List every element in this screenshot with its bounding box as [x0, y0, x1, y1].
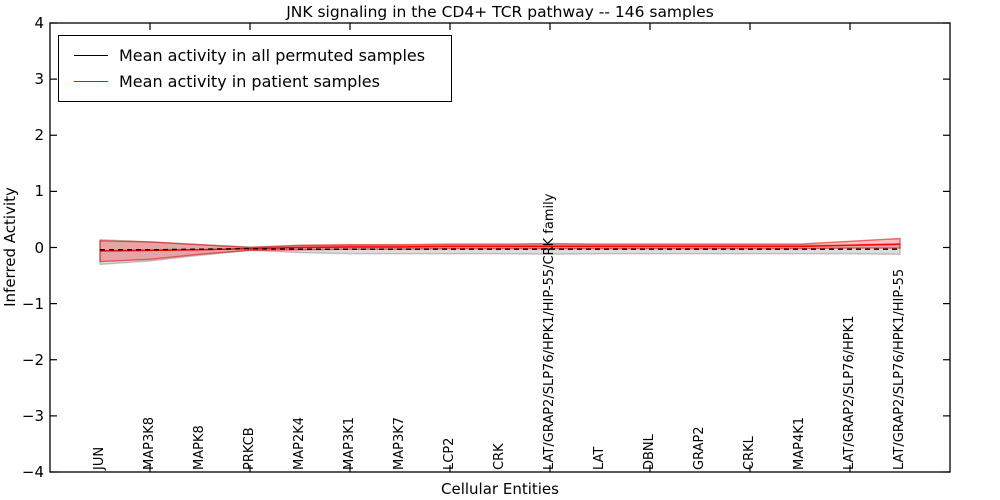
chart-title: JNK signaling in the CD4+ TCR pathway --…: [286, 3, 714, 21]
legend-line-swatch-red: [74, 80, 108, 82]
patient-mean-line: [99, 243, 901, 252]
x-category-label: LAT/GRAP2/SLP76/HPK1/HIP-55: [892, 268, 907, 470]
y-tick-label: −1: [21, 294, 44, 313]
x-axis-label: Cellular Entities: [441, 480, 559, 498]
x-category-label: CRKL: [742, 436, 757, 470]
legend-item-patient: Mean activity in patient samples: [59, 68, 451, 94]
legend-item-permuted: Mean activity in all permuted samples: [59, 42, 451, 68]
y-tick-label: 3: [34, 70, 44, 89]
x-category-label: DBNL: [642, 434, 657, 470]
permuted-mean-line: [100, 247, 900, 251]
x-category-label: MAPK8: [192, 425, 207, 470]
x-category-label: LAT/GRAP2/SLP76/HPK1: [842, 315, 857, 470]
y-tick-label: −2: [21, 350, 44, 369]
x-category-label: MAP3K7: [392, 416, 407, 470]
legend-box: Mean activity in all permuted samples Me…: [58, 35, 452, 102]
y-tick-label: −3: [21, 406, 44, 425]
legend-line-swatch-black: [74, 54, 108, 56]
y-tick-label: −4: [21, 463, 44, 481]
y-tick-label: 1: [34, 182, 44, 201]
x-category-label: LCP2: [442, 437, 457, 470]
x-category-label: PRKCB: [242, 427, 257, 470]
y-tick-label: 4: [34, 14, 44, 32]
x-category-label: CRK: [492, 443, 507, 470]
x-category-label: LAT/GRAP2/SLP76/HPK1/HIP-55/CRK family: [542, 193, 557, 470]
x-category-label: GRAP2: [692, 426, 707, 470]
x-category-label: JUN: [92, 446, 107, 470]
y-tick-label: 0: [34, 238, 44, 257]
x-category-label: MAP4K1: [792, 416, 807, 470]
x-category-label: MAP3K1: [342, 416, 357, 470]
y-tick-label: 2: [34, 126, 44, 145]
x-category-label: MAP2K4: [292, 416, 307, 470]
patient-band: [99, 237, 901, 263]
x-category-label: LAT: [592, 446, 607, 470]
legend-label: Mean activity in all permuted samples: [119, 45, 426, 65]
legend-label: Mean activity in patient samples: [119, 71, 380, 91]
x-category-label: MAP3K8: [142, 416, 157, 470]
